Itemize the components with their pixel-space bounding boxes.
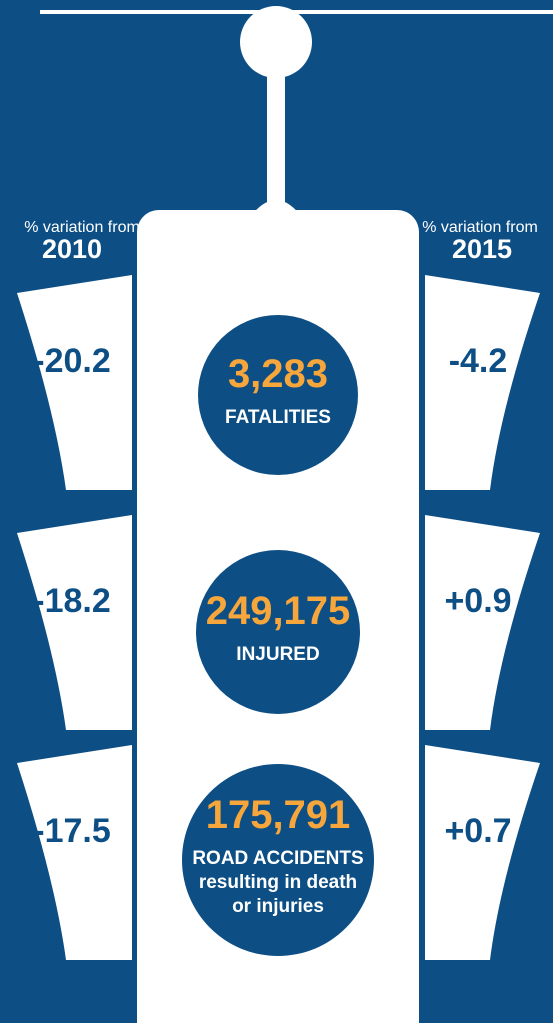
rows: -20.2 -4.2 3,283 FATALITIES -18.2 +0.9 249,175… xyxy=(17,275,540,960)
left-variation: -17.5 xyxy=(33,812,111,850)
right-year: 2015 xyxy=(452,234,512,264)
stem xyxy=(267,60,285,220)
left-variation: -18.2 xyxy=(33,582,111,620)
count: 3,283 xyxy=(228,352,328,396)
count-label: FATALITIES xyxy=(225,407,331,428)
count: 175,791 xyxy=(206,793,351,837)
count-label: INJURED xyxy=(236,644,319,665)
right-variation: +0.7 xyxy=(444,812,511,850)
count: 249,175 xyxy=(206,589,351,633)
count-label: or injuries xyxy=(232,896,324,917)
infographic: % variation from 2010 % variation from 2… xyxy=(0,0,553,1023)
right-variation: -4.2 xyxy=(449,342,508,380)
left-year: 2010 xyxy=(42,234,102,264)
left-variation: -20.2 xyxy=(33,342,111,380)
count-label: ROAD ACCIDENTS xyxy=(192,848,363,869)
count-label: resulting in death xyxy=(199,872,357,893)
right-variation: +0.9 xyxy=(444,582,511,620)
